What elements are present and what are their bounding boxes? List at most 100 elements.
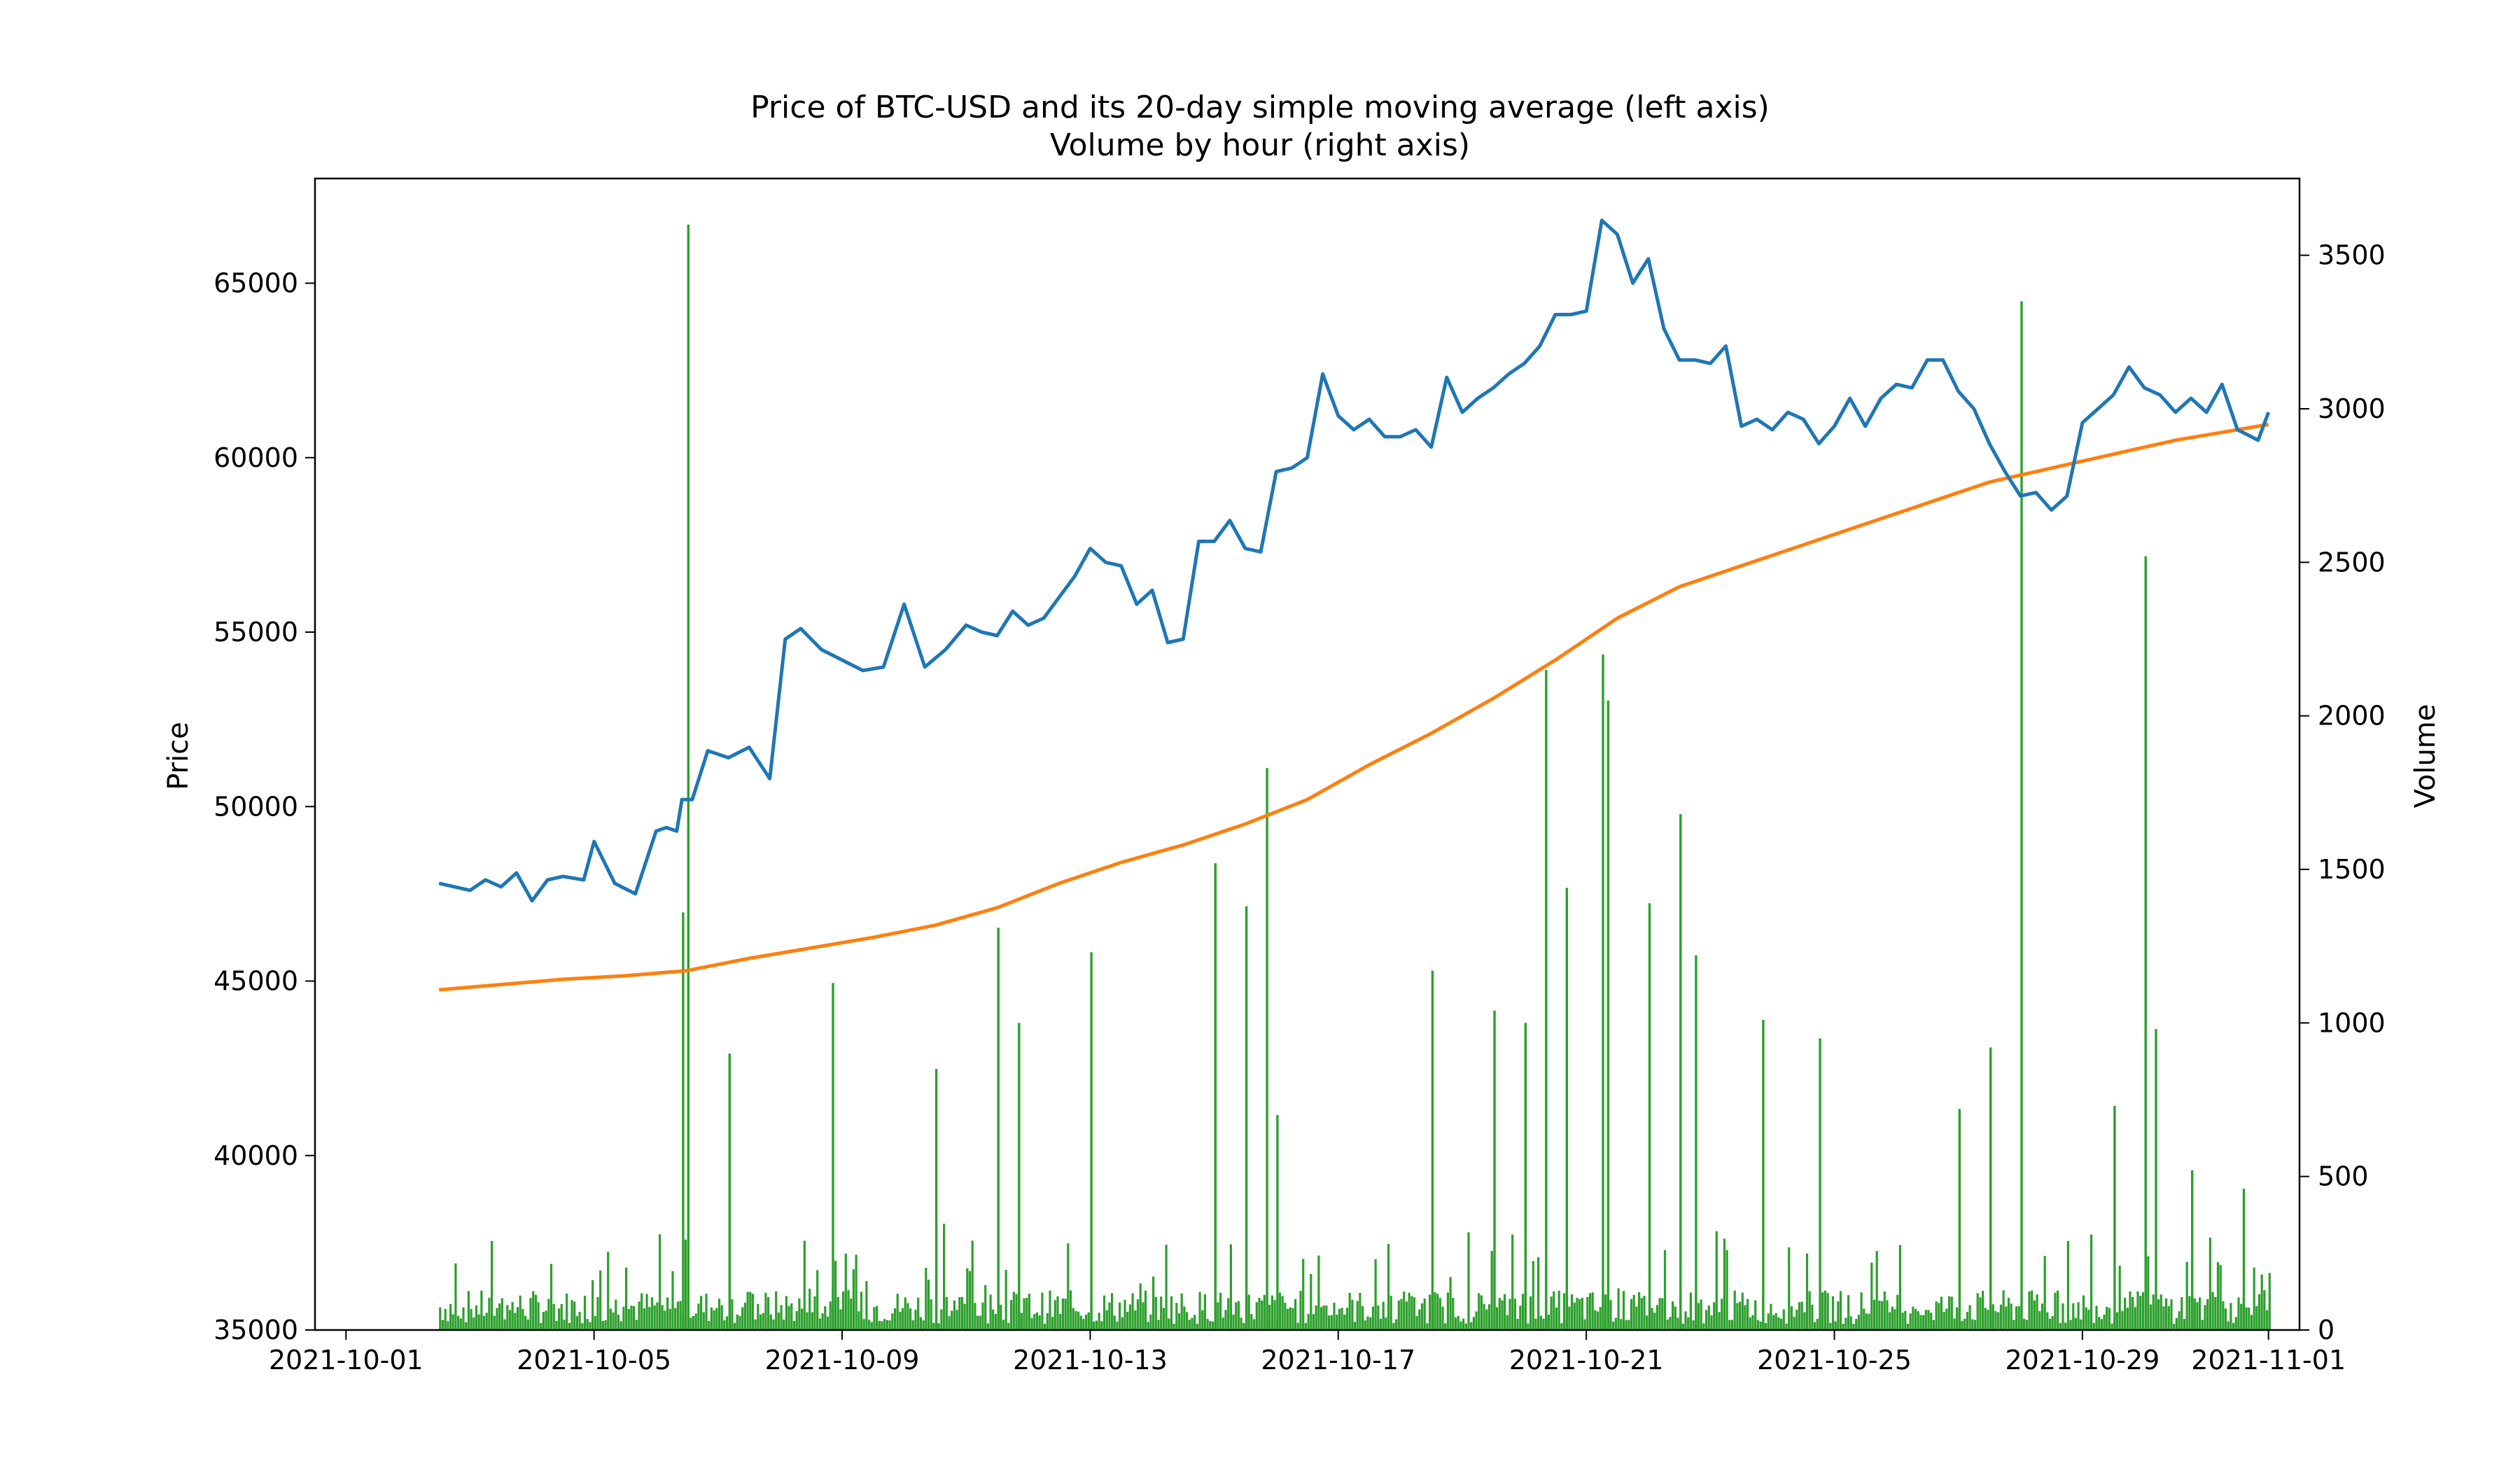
volume-bar: [1392, 1322, 1395, 1330]
volume-bar: [586, 1319, 589, 1330]
volume-bar: [1385, 1317, 1387, 1330]
volume-bar: [1767, 1313, 1770, 1330]
volume-spike: [682, 912, 685, 1330]
volume-bar: [1483, 1303, 1485, 1330]
volume-bar: [749, 1292, 752, 1330]
volume-bar: [1333, 1303, 1336, 1330]
volume-bar: [1338, 1308, 1340, 1330]
volume-bar: [1128, 1304, 1131, 1330]
volume-bar: [2185, 1261, 2188, 1330]
volume-bar: [1177, 1313, 1181, 1330]
volume-bar: [2196, 1302, 2199, 1330]
volume-bar: [1669, 1317, 1672, 1330]
volume-spike: [1018, 1023, 1021, 1330]
volume-bar: [1912, 1306, 1914, 1330]
volume-bar: [1170, 1296, 1173, 1330]
volume-bar: [2183, 1319, 2186, 1330]
volume-bar: [1268, 1304, 1271, 1330]
volume-spike: [1524, 1023, 1527, 1330]
volume-bar: [1707, 1305, 1710, 1330]
volume-bar: [627, 1309, 630, 1330]
volume-bar: [769, 1314, 772, 1330]
volume-bar: [594, 1316, 596, 1330]
volume-bar: [1997, 1312, 2000, 1330]
volume-bar: [2149, 1304, 2152, 1330]
volume-bar: [640, 1293, 643, 1330]
volume-bar: [1454, 1317, 1457, 1330]
volume-bar: [1702, 1323, 1705, 1330]
y-axis-label: Price: [162, 722, 195, 790]
volume-bar: [1553, 1291, 1555, 1330]
volume-bar: [1906, 1324, 1910, 1330]
volume-bar: [1420, 1303, 1424, 1330]
volume-bar: [1222, 1317, 1224, 1330]
volume-bar: [893, 1308, 897, 1330]
volume-bar: [1754, 1300, 1757, 1330]
volume-bar: [1638, 1292, 1641, 1330]
volume-bar: [1188, 1320, 1191, 1330]
volume-bar: [1782, 1309, 1785, 1330]
volume-bar: [2134, 1307, 2136, 1330]
volume-bar: [1033, 1314, 1036, 1330]
volume-bar: [1689, 1292, 1692, 1330]
volume-bar: [2025, 1320, 2028, 1330]
volume-bar: [1875, 1251, 1878, 1330]
volume-bar: [2002, 1290, 2005, 1330]
volume-bar: [1369, 1317, 1372, 1330]
volume-bar: [2224, 1308, 2227, 1330]
volume-bar: [1829, 1322, 1832, 1330]
volume-bar: [1035, 1312, 1039, 1330]
volume-bar: [2199, 1297, 2202, 1330]
volume-bar: [1788, 1247, 1791, 1330]
volume-bar: [1253, 1319, 1256, 1330]
volume-bar: [1488, 1304, 1491, 1330]
volume-bar: [896, 1294, 899, 1330]
volume-bar: [1726, 1250, 1728, 1330]
volume-bar: [2160, 1294, 2162, 1330]
volume-bar: [994, 1314, 997, 1330]
volume-spike: [1762, 1019, 1765, 1330]
volume-bar: [1591, 1292, 1594, 1330]
volume-bar: [940, 1309, 943, 1330]
volume-bar: [2098, 1317, 2101, 1330]
chart-title: Price of BTC-USD and its 20-day simple m…: [750, 90, 1770, 125]
volume-bar: [532, 1291, 535, 1330]
volume-bar: [1599, 1307, 1602, 1330]
volume-bar: [1790, 1306, 1793, 1330]
volume-bar: [1539, 1315, 1542, 1330]
volume-bar: [847, 1290, 850, 1330]
volume-bar: [1069, 1290, 1072, 1330]
x-tick-label: 2021-10-29: [2005, 1345, 2160, 1376]
volume-bar: [1881, 1301, 1884, 1330]
volume-bar: [645, 1294, 648, 1330]
volume-bar: [2173, 1324, 2176, 1330]
volume-bar: [1423, 1298, 1426, 1330]
volume-bar: [1028, 1294, 1030, 1330]
volume-bar: [1785, 1323, 1788, 1330]
volume-bar: [1798, 1302, 1801, 1330]
volume-bar: [2103, 1314, 2106, 1330]
volume-bar: [2266, 1310, 2269, 1330]
volume-bar: [1930, 1312, 1933, 1330]
volume-spike: [2020, 301, 2023, 1330]
volume-bar: [491, 1240, 493, 1330]
volume-bar: [2268, 1273, 2271, 1330]
volume-bar: [888, 1320, 891, 1330]
volume-bar: [1408, 1292, 1410, 1330]
volume-bar: [2012, 1320, 2015, 1330]
volume-bar: [746, 1292, 749, 1330]
volume-bar: [1157, 1320, 1160, 1330]
volume-bar: [824, 1306, 827, 1330]
volume-bar: [1098, 1312, 1100, 1330]
volume-bar: [808, 1288, 811, 1330]
volume-bar: [1780, 1318, 1783, 1330]
volume-bar: [650, 1297, 654, 1330]
volume-bar: [2090, 1234, 2093, 1330]
volume-bar: [560, 1303, 563, 1330]
volume-bar: [829, 1301, 832, 1330]
x-tick-label: 2021-10-05: [517, 1345, 671, 1376]
volume-bar: [873, 1307, 876, 1330]
volume-bar: [1672, 1301, 1674, 1330]
volume-bar: [1196, 1324, 1198, 1330]
volume-bar: [1320, 1307, 1323, 1330]
